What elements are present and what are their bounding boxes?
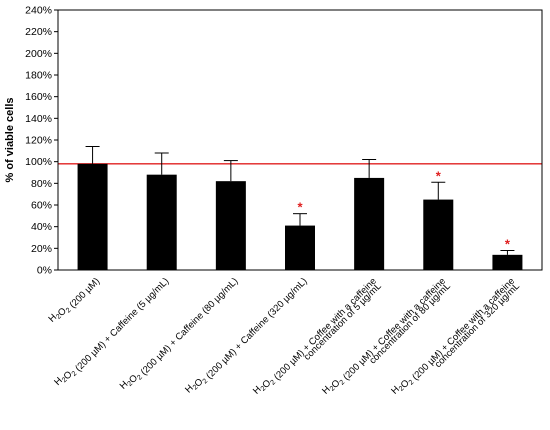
x-tick-label-line1: H2O2 (200 µM) + Coffee with a caffeine [251,272,379,400]
y-tick-labels: 0% 20% 40% 60% 80% 100% 120% 140% 160% 180% 200% 22… [25,5,52,277]
significance-marker: * [505,237,511,252]
bar [146,174,177,270]
bars-layer [77,163,523,270]
x-tick-label-line1: H2O2 (200 µM) + Caffeine (5 µg/mL) [52,272,171,391]
bar [423,199,454,270]
x-tick-label-line1: H2O2 (200 µM) [46,272,102,328]
bar [77,163,108,270]
y-axis-label: % of viable cells [4,98,16,183]
x-tick-label: H2O2 (200 µM) + Caffeine (320 µg/mL) [183,272,310,399]
x-tick-labels: H2O2 (200 µM)H2O2 (200 µM) + Caffeine (5… [46,272,522,400]
bar [215,181,246,270]
y-tick-label: 180% [25,70,52,82]
significance-marker: * [297,200,303,215]
x-tick-label: H2O2 (200 µM) + Coffee with a caffeineco… [251,272,384,400]
significance-markers-layer: * * * [297,168,510,251]
bar [285,225,315,270]
axes-layer [54,9,543,271]
y-tick-label: 100% [25,156,52,168]
y-tick-label: 80% [31,178,52,190]
error-bars-layer [85,146,515,255]
y-tick-label: 60% [31,200,52,212]
y-tick-label: 20% [31,243,52,255]
y-tick-label: 240% [25,5,52,17]
y-tick-label: 140% [25,113,52,125]
x-tick-label-line1: H2O2 (200 µM) + Caffeine (80 µg/mL) [118,272,241,395]
significance-marker: * [436,168,442,183]
x-tick-label-line1: H2O2 (200 µM) + Caffeine (320 µg/mL) [183,272,310,399]
y-tick-label: 220% [25,26,52,38]
y-tick-label: 160% [25,91,52,103]
x-tick-label: H2O2 (200 µM) + Caffeine (5 µg/mL) [52,272,171,391]
y-tick-label: 40% [31,221,52,233]
y-tick-label: 120% [25,135,52,147]
y-tick-label: 200% [25,48,52,60]
y-tick-label: 0% [37,265,52,277]
bar [354,177,385,270]
bar [492,254,523,270]
x-tick-label: H2O2 (200 µM) + Coffee with a caffeineco… [320,272,453,400]
x-tick-label: H2O2 (200 µM) + Caffeine (80 µg/mL) [118,272,241,395]
x-tick-label-line1: H2O2 (200 µM) + Coffee with a caffeine [320,272,448,400]
x-tick-label-line1: H2O2 (200 µM) + Coffee with a caffeine [389,272,517,400]
x-tick-label: H2O2 (200 µM) + Coffee with a caffeineco… [389,272,522,400]
x-tick-label: H2O2 (200 µM) [46,272,102,328]
